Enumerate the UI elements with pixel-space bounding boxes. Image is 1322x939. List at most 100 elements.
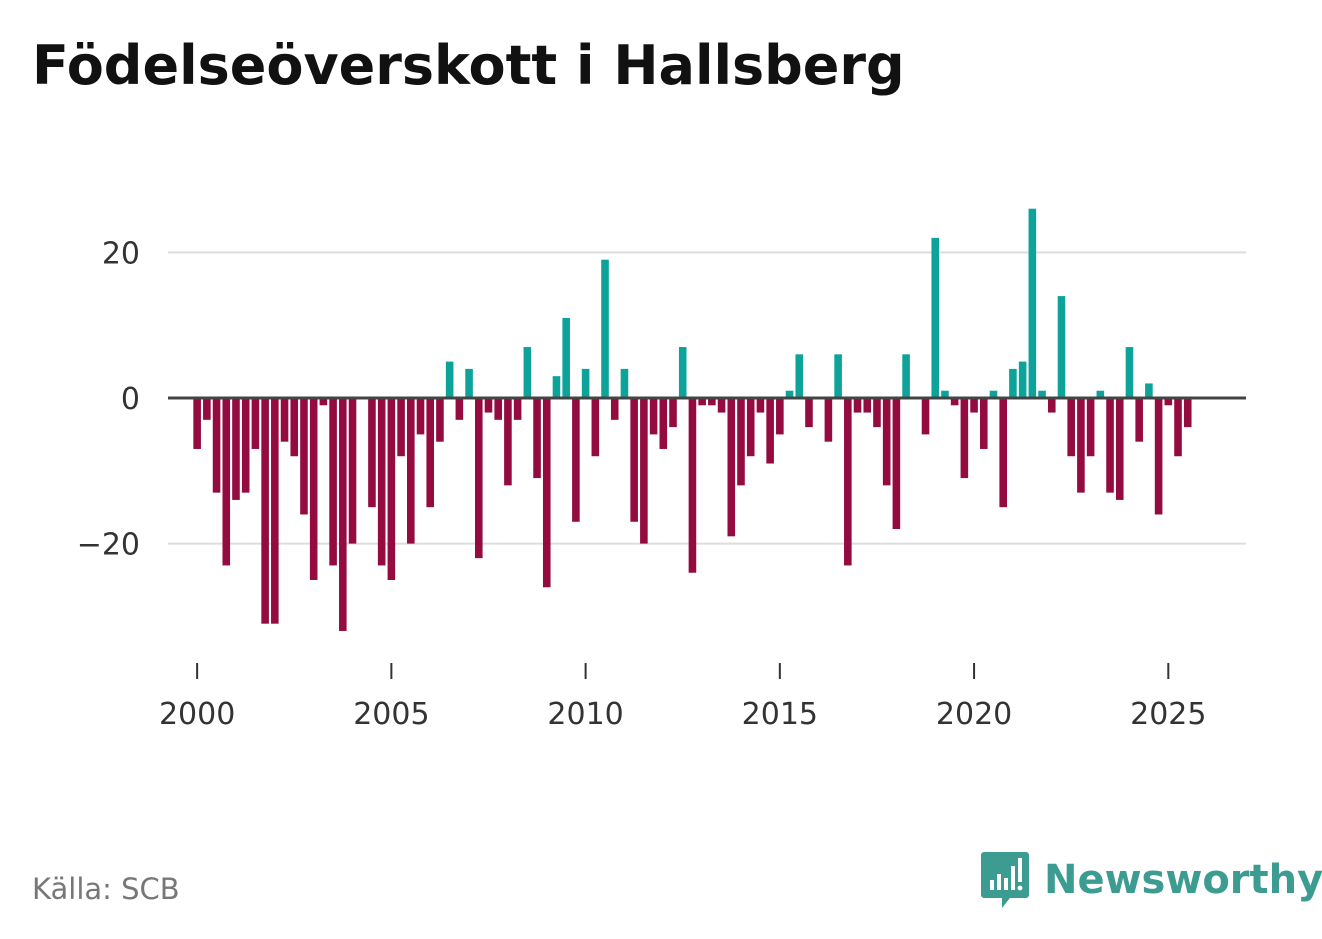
bar	[533, 398, 541, 479]
y-axis: −20 0 20	[77, 236, 140, 562]
bar	[601, 259, 609, 398]
gridlines	[168, 251, 1246, 545]
bar	[339, 398, 347, 631]
bar	[1038, 390, 1046, 398]
bar	[436, 398, 444, 442]
bar	[397, 398, 405, 457]
bar	[882, 398, 891, 486]
bar	[844, 398, 852, 566]
source-label: Källa: SCB	[32, 872, 180, 906]
bar	[892, 398, 901, 530]
bar	[746, 398, 755, 457]
bar	[1106, 398, 1114, 493]
bar	[542, 398, 551, 588]
bar	[1086, 398, 1095, 457]
bar	[1047, 398, 1056, 413]
bar	[960, 398, 969, 479]
bar	[1125, 347, 1134, 398]
x-tick-label: 2025	[1130, 697, 1206, 732]
bar	[222, 398, 231, 566]
bar	[853, 398, 862, 413]
bar	[1018, 361, 1027, 398]
bar	[873, 398, 881, 428]
bar	[280, 398, 289, 442]
bar	[407, 398, 415, 544]
bar	[785, 390, 794, 398]
bar	[1135, 398, 1143, 442]
bar	[1096, 390, 1105, 398]
bar	[572, 398, 580, 522]
bar	[1174, 398, 1182, 457]
bar	[445, 361, 454, 398]
y-tick-label: 0	[121, 382, 140, 417]
bar	[1164, 398, 1173, 406]
bar	[1154, 398, 1163, 515]
bar	[795, 354, 804, 398]
bar	[455, 398, 464, 420]
bar	[669, 398, 677, 428]
bar	[902, 354, 910, 398]
bar	[416, 398, 425, 435]
bar	[261, 398, 269, 624]
x-tick-label: 2020	[936, 697, 1012, 732]
bar	[232, 398, 240, 500]
bar	[989, 390, 998, 398]
x-tick-label: 2000	[159, 697, 235, 732]
bar	[319, 398, 328, 406]
x-tick-label: 2005	[353, 697, 429, 732]
chart-title: Födelseöverskott i Hallsberg	[32, 34, 905, 97]
bar	[630, 398, 638, 522]
bar	[766, 398, 774, 464]
bar	[649, 398, 658, 435]
bar	[610, 398, 619, 420]
bar	[241, 398, 250, 493]
bar	[523, 347, 532, 398]
bar	[950, 398, 959, 406]
bar	[921, 398, 930, 435]
bar	[203, 398, 211, 420]
bar	[591, 398, 600, 457]
bar	[824, 398, 833, 442]
bars	[193, 208, 1192, 631]
bar	[756, 398, 765, 413]
bar	[309, 398, 318, 580]
bar	[970, 398, 978, 413]
bar	[941, 390, 949, 398]
bar	[737, 398, 745, 486]
x-tick-label: 2010	[547, 697, 623, 732]
bar	[426, 398, 435, 508]
bar	[474, 398, 483, 559]
bar	[863, 398, 872, 413]
x-tick-label: 2015	[742, 697, 818, 732]
x-axis: 2000 2005 2010 2015 2020 2025	[159, 663, 1206, 732]
bar	[698, 398, 706, 406]
bar	[999, 398, 1007, 508]
bar	[193, 398, 201, 449]
bar	[717, 398, 726, 413]
bar	[980, 398, 988, 449]
bar	[776, 398, 784, 435]
bar	[562, 317, 570, 398]
bar	[805, 398, 813, 428]
bar	[581, 368, 590, 398]
bar	[387, 398, 396, 580]
bar	[659, 398, 668, 449]
bar	[1009, 368, 1017, 398]
bar	[640, 398, 648, 544]
bar	[212, 398, 221, 493]
bar	[1115, 398, 1124, 500]
bar	[688, 398, 697, 573]
bar	[329, 398, 337, 566]
bar	[513, 398, 522, 420]
brand-name: Newsworthy	[1044, 857, 1322, 903]
bar	[1057, 296, 1066, 398]
bar	[271, 398, 279, 624]
y-tick-label: −20	[77, 528, 140, 563]
bar	[290, 398, 299, 457]
y-tick-label: 20	[102, 236, 140, 271]
bar	[300, 398, 308, 515]
bar	[1077, 398, 1085, 493]
bar	[494, 398, 502, 420]
bar	[931, 237, 940, 398]
bar	[620, 368, 629, 398]
